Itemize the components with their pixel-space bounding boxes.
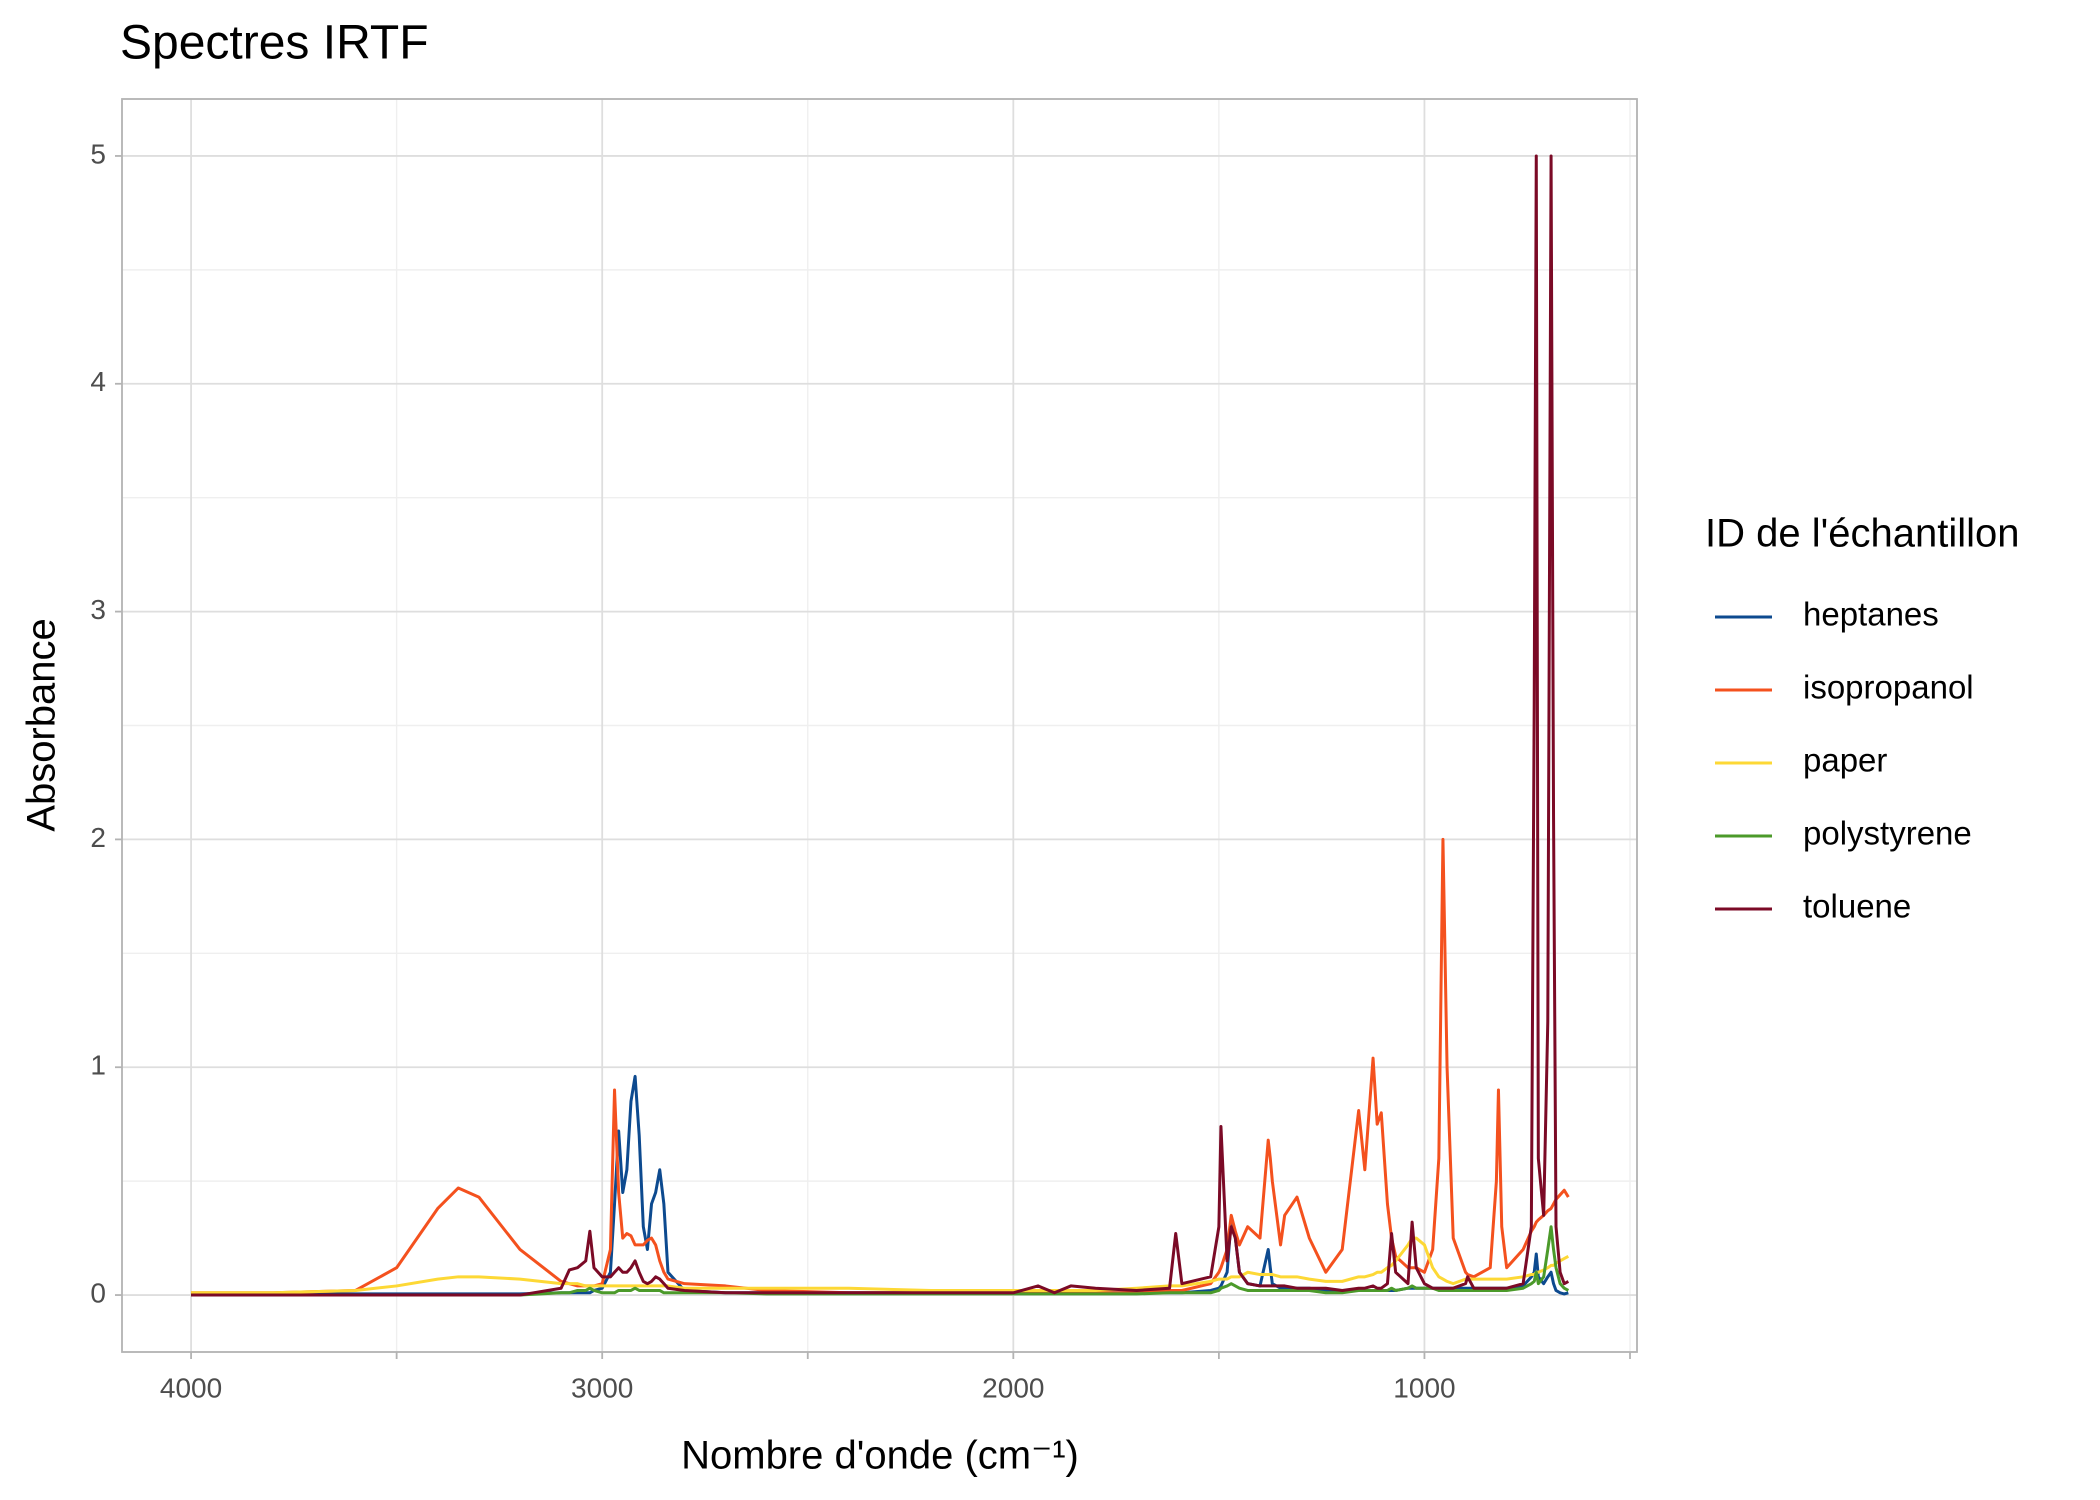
legend-label: polystyrene — [1803, 815, 1972, 852]
chart-title: Spectres IRTF — [120, 17, 429, 70]
legend-label: toluene — [1803, 888, 1911, 925]
spectrum-line — [191, 1225, 1570, 1297]
x-tick-label: 2000 — [982, 1372, 1044, 1403]
x-tick-label: 4000 — [160, 1372, 222, 1403]
panel-border — [121, 98, 1638, 1353]
spectrum-line — [191, 154, 1570, 1297]
x-axis-label: Nombre d'onde (cm⁻¹) — [681, 1434, 1079, 1478]
legend-title: ID de l'échantillon — [1705, 512, 2020, 556]
legend-label: isopropanol — [1803, 669, 1974, 706]
legend-label: paper — [1803, 742, 1887, 779]
x-tick-label: 1000 — [1393, 1372, 1455, 1403]
legend-label: heptanes — [1803, 596, 1939, 633]
spectrum-line — [191, 1074, 1569, 1296]
x-tick-label: 3000 — [571, 1372, 633, 1403]
y-tick-label: 4 — [90, 366, 106, 397]
spectrum-line — [191, 1236, 1570, 1295]
spectrum-line — [191, 837, 1570, 1295]
y-tick-label: 2 — [90, 822, 106, 853]
y-tick-label: 3 — [90, 594, 106, 625]
y-axis-label: Absorbance — [20, 618, 64, 831]
y-tick-label: 5 — [90, 138, 106, 169]
y-tick-label: 0 — [90, 1277, 106, 1308]
y-tick-label: 1 — [90, 1050, 106, 1081]
